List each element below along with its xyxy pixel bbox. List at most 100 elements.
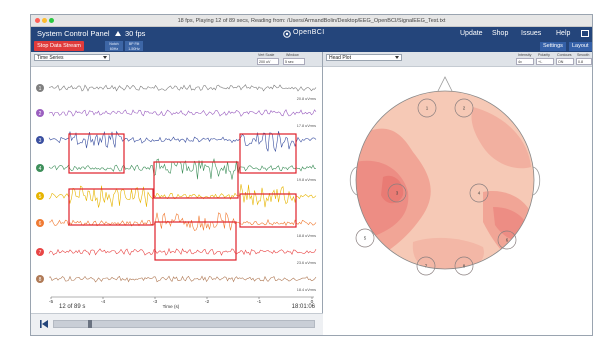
highlight-box xyxy=(68,133,125,174)
channel-badge[interactable] xyxy=(36,84,44,92)
widget-selector-value: Head Plot xyxy=(329,55,351,61)
layout-button[interactable]: Layout xyxy=(569,42,592,51)
time-axis-ticks: -5 -4 -3 -2 -1 0 xyxy=(49,297,314,305)
channel-badge[interactable] xyxy=(36,219,44,227)
highlight-box xyxy=(239,193,297,228)
shop-button[interactable]: Shop xyxy=(492,30,509,37)
zoom-window-icon[interactable] xyxy=(49,18,54,23)
electrode-number: 4 xyxy=(478,191,481,196)
time-tick-label: -1 xyxy=(257,299,262,305)
right-ear-shape xyxy=(532,166,541,196)
notch-filter-value: 60Hz xyxy=(109,46,119,51)
screenshot-icon[interactable] xyxy=(581,30,589,37)
channel-scale-label: 18.8 uVrms xyxy=(297,234,316,238)
vert-scale-dropdown[interactable]: 200 uV xyxy=(257,58,279,65)
channel-scale-label: 17.8 uVrms xyxy=(297,124,316,128)
eeg-trace xyxy=(48,247,317,256)
electrode-marker[interactable] xyxy=(497,230,517,250)
playback-bar xyxy=(31,313,323,335)
clock-readout: 18:01:06 xyxy=(292,304,316,310)
activity-map xyxy=(356,91,534,269)
bandpass-filter-value: 1-50Hz xyxy=(128,46,140,51)
close-window-icon[interactable] xyxy=(35,18,40,23)
window-titlebar: 18 fps, Playing 12 of 89 secs, Reading f… xyxy=(31,15,592,27)
eeg-trace xyxy=(48,184,317,208)
contours-dropdown[interactable]: ON xyxy=(556,58,574,65)
channel-badge[interactable] xyxy=(36,164,44,172)
fps-selector[interactable]: 30 fps xyxy=(125,29,146,38)
head-plot-widget: Head Plot Intensity 4x Polarity +/- Cont… xyxy=(323,52,592,335)
contours-label: Contours xyxy=(557,53,572,57)
electrode-marker[interactable] xyxy=(355,228,375,248)
highlight-box xyxy=(68,188,154,226)
stop-data-stream-button[interactable]: Stop Data Stream xyxy=(34,41,84,51)
channel-number: 1 xyxy=(39,86,42,92)
channel-number: 8 xyxy=(39,277,42,283)
widget-selector-dropdown[interactable]: Time Series xyxy=(34,54,110,61)
electrode-number: 6 xyxy=(506,238,509,243)
channel-badge[interactable] xyxy=(36,248,44,256)
playback-slider-handle[interactable] xyxy=(88,320,92,328)
time-tick-label: -5 xyxy=(49,299,54,305)
update-button[interactable]: Update xyxy=(460,30,483,37)
settings-button[interactable]: Settings xyxy=(540,42,566,51)
time-tick-label: -2 xyxy=(205,299,210,305)
highlight-box xyxy=(153,161,239,199)
left-ear-shape xyxy=(349,166,358,196)
notch-filter-button[interactable]: Notch 60Hz xyxy=(105,41,123,51)
electrode-number: 2 xyxy=(463,106,466,111)
electrode-marker[interactable] xyxy=(417,98,437,118)
time-tick-label: -3 xyxy=(153,299,158,305)
electrode-marker[interactable] xyxy=(454,256,474,276)
bandpass-filter-button[interactable]: BP Filt 1-50Hz xyxy=(125,41,143,51)
eeg-trace xyxy=(48,211,317,231)
intensity-dropdown[interactable]: 4x xyxy=(516,58,534,65)
highlight-box xyxy=(154,221,237,261)
head-plot: 1 2 3 4 5 6 7 8 xyxy=(349,76,541,276)
channel-badge[interactable] xyxy=(36,136,44,144)
electrode-marker[interactable] xyxy=(387,183,407,203)
highlight-boxes xyxy=(68,133,297,261)
minimize-window-icon[interactable] xyxy=(42,18,47,23)
electrode-marker[interactable] xyxy=(469,183,489,203)
eeg-tracks: 1 2 3 4 5 6 7 8 20.8 uVrms 17.8 uVrms 19.8 uVrms 18… xyxy=(36,84,317,292)
channel-scale-label: 23.6 uVrms xyxy=(297,261,316,265)
issues-button[interactable]: Issues xyxy=(521,30,542,37)
data-control-bar: Stop Data Stream Notch 60Hz BP Filt 1-50… xyxy=(31,40,592,52)
playback-slider[interactable] xyxy=(53,320,315,328)
nose-shape xyxy=(436,76,454,94)
channel-badge[interactable] xyxy=(36,109,44,117)
time-series-header: Time Series Vert Scale 200 uV Window 5 s… xyxy=(31,52,322,67)
channel-number: 3 xyxy=(39,138,42,144)
time-played-readout: 12 of 89 s xyxy=(59,304,85,310)
channel-scale-label: 20.8 uVrms xyxy=(297,97,316,101)
channel-number: 5 xyxy=(39,194,42,200)
smooth-dropdown[interactable]: 0.8 xyxy=(576,58,592,65)
time-axis-label: Time (s) xyxy=(163,304,180,309)
window-title: 18 fps, Playing 12 of 89 secs, Reading f… xyxy=(177,18,446,24)
help-button[interactable]: Help xyxy=(556,30,571,37)
polarity-dropdown[interactable]: +/- xyxy=(536,58,554,65)
head-outline xyxy=(355,90,535,270)
time-tick-label: 0 xyxy=(311,299,314,305)
electrode-number: 5 xyxy=(364,236,367,241)
channel-scale-label: 19.8 uVrms xyxy=(297,178,316,182)
electrode-marker[interactable] xyxy=(454,98,474,118)
time-tick-label: -4 xyxy=(101,299,106,305)
head-plot-header: Head Plot Intensity 4x Polarity +/- Cont… xyxy=(323,52,592,67)
channel-badge[interactable] xyxy=(36,192,44,200)
channel-badge[interactable] xyxy=(36,275,44,283)
top-control-bar: System Control Panel 30 fps OpenBCI Upda… xyxy=(31,27,592,40)
channel-number: 2 xyxy=(39,111,42,117)
rewind-to-start-icon[interactable] xyxy=(40,320,48,328)
system-control-panel-button[interactable]: System Control Panel xyxy=(37,29,110,38)
electrode-marker[interactable] xyxy=(416,256,436,276)
caret-up-icon[interactable] xyxy=(115,31,121,36)
electrode-number: 7 xyxy=(425,264,428,269)
widget-selector-dropdown[interactable]: Head Plot xyxy=(326,54,402,61)
electrode-number: 1 xyxy=(426,106,429,111)
window-dropdown[interactable]: 5 sec xyxy=(283,58,305,65)
channel-number: 4 xyxy=(39,166,42,172)
app-window: 18 fps, Playing 12 of 89 secs, Reading f… xyxy=(30,14,593,336)
window-label: Window xyxy=(286,53,299,57)
